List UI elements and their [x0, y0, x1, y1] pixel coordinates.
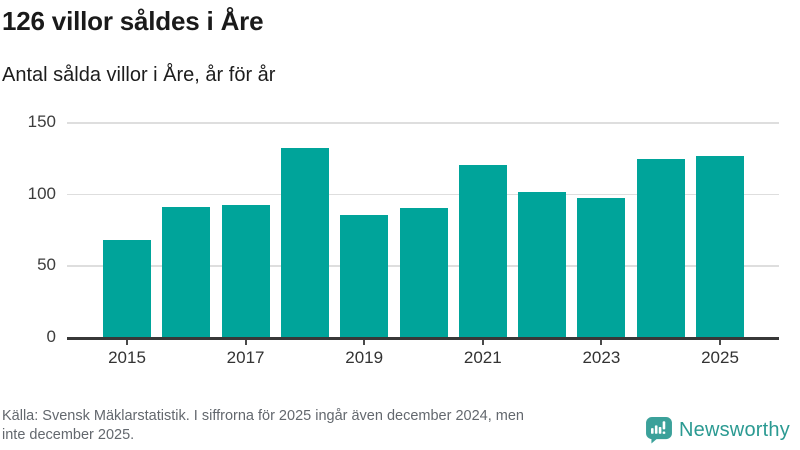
bar-2019: [340, 215, 389, 337]
x-tick-2025: [719, 340, 721, 345]
x-tick-2019: [363, 340, 366, 345]
bar-2016: [162, 206, 211, 337]
bar-2022: [518, 192, 567, 337]
y-axis-labels: 0 50 100 150: [0, 112, 56, 362]
x-tick-label-2023: 2023: [582, 348, 621, 367]
bar-2018: [280, 147, 329, 337]
x-tick-label-2017: 2017: [226, 348, 265, 367]
y-tick-label-50: 50: [37, 255, 56, 275]
x-tick-2015: [126, 340, 128, 345]
bar-2024: [636, 159, 685, 337]
gridline-100: [67, 193, 779, 196]
source-line-2: inte december 2025.: [2, 427, 135, 443]
bar-chart: 0 50 100 150 2015 2017 2019 2021 2023 2025: [0, 112, 779, 367]
x-axis-line: [67, 337, 779, 340]
page-title: 126 villor såldes i Åre: [2, 6, 264, 36]
newsworthy-chart-bubble-icon: [646, 417, 672, 444]
x-tick-2017: [244, 340, 247, 345]
bar-2020: [399, 208, 448, 337]
x-tick-label-2021: 2021: [463, 348, 502, 367]
x-tick-label-2025: 2025: [701, 348, 739, 367]
bar-2025: [696, 156, 744, 337]
plot-area: 2015 2017 2019 2021 2023 2025: [67, 122, 779, 367]
newsworthy-wordmark: Newsworthy: [679, 419, 790, 441]
bar-2015: [103, 239, 151, 337]
y-tick-label-0: 0: [46, 327, 56, 346]
source-line-1: Källa: Svensk Mäklarstatistik. I siffror…: [2, 408, 524, 424]
x-tick-label-2019: 2019: [345, 348, 384, 367]
x-tick-label-2015: 2015: [108, 348, 146, 367]
bar-2021: [458, 165, 507, 337]
gridline-150: [67, 122, 779, 124]
x-tick-2021: [481, 340, 484, 345]
bar-2017: [221, 205, 270, 337]
y-tick-label-100: 100: [27, 183, 56, 203]
bar-2023: [577, 197, 626, 337]
page-subtitle: Antal sålda villor i Åre, år för år: [2, 64, 276, 86]
newsworthy-logo-link[interactable]: Newsworthy: [646, 417, 790, 444]
y-tick-label-150: 150: [27, 112, 56, 131]
source-text: Källa: Svensk Mäklarstatistik. I siffror…: [2, 407, 524, 445]
x-tick-2023: [600, 340, 603, 345]
